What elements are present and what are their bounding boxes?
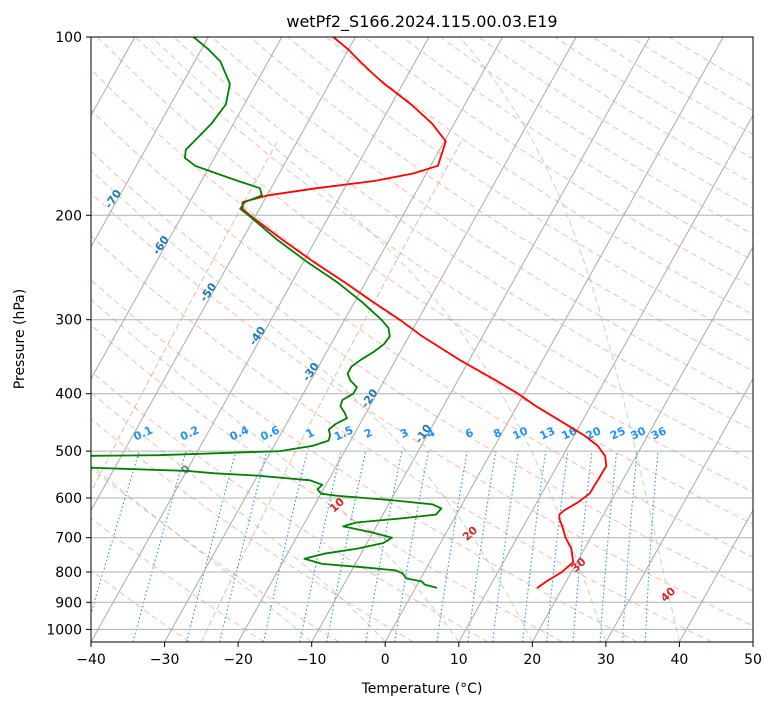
- y-axis-label: Pressure (hPa): [12, 289, 28, 389]
- dry-adiabat: [97, 37, 753, 493]
- mixing-ratio-label: 30: [629, 424, 649, 442]
- mixing-ratio-line: [186, 450, 237, 642]
- isotherm: [678, 509, 753, 642]
- dry-adiabat: [91, 235, 713, 642]
- moist-adiabat: [151, 37, 607, 642]
- y-tick-label: 1000: [46, 622, 82, 638]
- x-tick-label: −40: [76, 652, 106, 668]
- mixing-ratio-label: 10: [511, 424, 531, 442]
- dry-adiabat: [91, 324, 563, 642]
- y-tick-label: 400: [55, 387, 82, 403]
- dry-adiabat: [91, 279, 638, 642]
- x-tick-label: 40: [670, 652, 688, 668]
- isotherm: [237, 37, 577, 642]
- y-tick-label: 200: [55, 208, 82, 224]
- isotherm: [458, 114, 753, 642]
- x-tick-label: −10: [297, 652, 327, 668]
- chart-title: wetPf2_S166.2024.115.00.03.E19: [286, 12, 557, 32]
- mixing-ratio-line: [492, 451, 519, 642]
- y-tick-label: 700: [55, 531, 82, 547]
- isotherm: [531, 245, 753, 642]
- dry-adiabat: [91, 569, 190, 642]
- moist-adiabat: [91, 391, 386, 642]
- isotherm: [91, 37, 430, 642]
- isotherms: [91, 37, 753, 642]
- dry-adiabat: [249, 37, 753, 372]
- x-tick-label: 50: [744, 652, 762, 668]
- y-tick-label: 500: [55, 444, 82, 460]
- mixing-ratio-line: [599, 451, 618, 642]
- isotherm: [91, 37, 283, 380]
- moist-adiabat: [459, 37, 680, 642]
- dry-adiabat: [135, 37, 753, 462]
- plot-frame: [90, 36, 754, 643]
- y-tick-label: 100: [55, 30, 82, 46]
- mixing-ratio-line: [219, 450, 268, 642]
- mixing-ratio-label: 13: [538, 424, 557, 442]
- pressure-gridlines: [91, 37, 753, 630]
- mixing-ratio-line: [436, 451, 468, 642]
- dry-adiabat: [91, 150, 753, 592]
- mixing-ratio-label: 36: [649, 424, 669, 442]
- x-axis-ticks: −40 −30 −20 −10 0 10 20 30 40 50: [76, 642, 762, 668]
- dry-adiabat: [325, 37, 753, 316]
- isotherm: [384, 37, 724, 642]
- x-tick-label: 20: [523, 652, 541, 668]
- isotherm: [164, 37, 504, 642]
- dry-adiabat: [91, 192, 753, 627]
- isotherm: [91, 37, 209, 248]
- y-tick-label: 600: [55, 491, 82, 507]
- x-tick-label: 0: [381, 652, 390, 668]
- mixing-ratio-line: [546, 451, 569, 642]
- x-tick-label: −20: [223, 652, 253, 668]
- x-tick-label: 10: [450, 652, 468, 668]
- mixing-ratio-line: [299, 450, 342, 642]
- y-tick-label: 900: [55, 595, 82, 611]
- mixing-ratio-line: [91, 450, 140, 616]
- moist-adiabat: [91, 298, 460, 642]
- mixing-ratio-line: [262, 450, 308, 642]
- dry-adiabat: [91, 370, 489, 642]
- isotherm: [605, 377, 753, 642]
- sounding-series: [91, 37, 608, 589]
- dry-adiabat: [91, 109, 753, 558]
- y-tick-label: 800: [55, 565, 82, 581]
- plot-area: -100-90-80-70-60-50-40-30-20-10010203040…: [91, 37, 753, 642]
- x-tick-label: −30: [150, 652, 180, 668]
- x-tick-label: 30: [597, 652, 615, 668]
- temperature-line: [241, 37, 608, 589]
- dry-adiabat: [91, 467, 340, 642]
- dewpoint-line: [91, 37, 443, 589]
- mixing-ratio-line: [467, 451, 497, 642]
- isotherm: [91, 37, 356, 512]
- dry-adiabat: [287, 37, 753, 343]
- moist-adiabat: [91, 169, 533, 642]
- dry-adiabat: [91, 517, 265, 642]
- x-axis-label: Temperature (°C): [361, 681, 483, 697]
- isotherm: [311, 37, 651, 642]
- mixing-ratio-line: [521, 451, 547, 642]
- y-axis-ticks: 100 200 300 400 500 600 700 800 900 1000: [46, 30, 91, 638]
- mixing-ratio-label: 25: [608, 424, 627, 442]
- y-tick-label: 300: [55, 313, 82, 329]
